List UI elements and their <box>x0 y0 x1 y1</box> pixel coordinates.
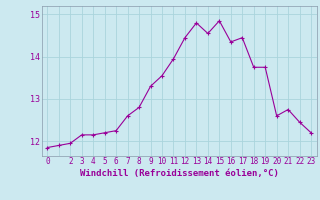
X-axis label: Windchill (Refroidissement éolien,°C): Windchill (Refroidissement éolien,°C) <box>80 169 279 178</box>
